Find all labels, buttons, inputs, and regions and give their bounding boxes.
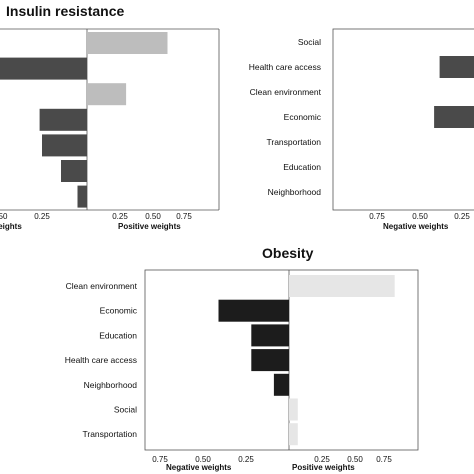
bar-health-care-access: [439, 56, 474, 78]
category-label-transportation: Transportation: [267, 137, 322, 147]
panel-frame: [144, 269, 419, 451]
category-label-social: Social: [114, 405, 137, 415]
tick-label-negative: 0.75: [369, 212, 385, 221]
bar-economic: [218, 299, 289, 322]
category-label-clean-environment: Clean environment: [250, 87, 322, 97]
bar-5: [42, 134, 87, 157]
bar-1: [87, 32, 168, 54]
bar-neighborhood: [273, 373, 289, 396]
bar-7: [77, 185, 87, 208]
category-label-neighborhood: Neighborhood: [84, 380, 138, 390]
tick-label-negative: 50: [0, 212, 8, 221]
tick-group: 0.75 0.50 0.25: [369, 212, 470, 221]
negative-axis-title: weights: [0, 222, 22, 231]
positive-axis-title: Positive weights: [118, 222, 181, 231]
tick-label-positive: 0.75: [376, 455, 392, 464]
bar-6: [61, 160, 87, 182]
panel-title-obesity: Obesity: [262, 245, 314, 261]
category-label-neighborhood: Neighborhood: [268, 187, 322, 197]
category-label-education: Education: [99, 330, 137, 340]
tick-label-positive: 0.50: [145, 212, 161, 221]
tick-group: 0.75 0.50 0.25 0.25 0.50 0.75: [152, 455, 392, 464]
bar-health-care-access: [251, 349, 289, 372]
tick-label-negative: 0.75: [152, 455, 168, 464]
panel-frame: [332, 28, 474, 211]
tick-label-negative: 0.50: [195, 455, 211, 464]
panel-2: 0.75 0.50 0.25 Negative weights Social Heal…: [249, 28, 474, 231]
negative-axis-title: Negative weights: [166, 463, 232, 472]
bar-transportation: [289, 423, 298, 446]
tick-label-negative: 0.50: [412, 212, 428, 221]
bar-education: [251, 324, 289, 347]
category-label-economic: Economic: [100, 306, 138, 316]
tick-label-negative: 0.25: [34, 212, 50, 221]
bar-economic: [434, 106, 474, 128]
category-label-transportation: Transportation: [83, 429, 138, 439]
category-label-health-care-access: Health care access: [65, 355, 137, 365]
category-label-economic: Economic: [284, 112, 322, 122]
category-label-education: Education: [283, 162, 321, 172]
bar-4: [39, 108, 87, 131]
tick-label-positive: 0.50: [347, 455, 363, 464]
category-label-social: Social: [298, 37, 321, 47]
tick-label-positive: 0.75: [176, 212, 192, 221]
negative-axis-title: Negative weights: [383, 222, 449, 231]
positive-axis-title: Positive weights: [292, 463, 355, 472]
tick-label-positive: 0.25: [112, 212, 128, 221]
panel-insulin-resistance: Insulin resistance 50 0.25 0.25 0.50 0.75 we…: [0, 3, 220, 231]
tick-label-negative: 0.25: [238, 455, 254, 464]
category-label-clean-environment: Clean environment: [66, 281, 138, 291]
tick-label-positive: 0.25: [314, 455, 330, 464]
bar-social: [289, 398, 298, 421]
panel-title-insulin-resistance: Insulin resistance: [6, 3, 124, 19]
tick-group: 50 0.25 0.25 0.50 0.75: [0, 212, 192, 221]
panel-obesity: Obesity 0.75 0.50 0.25 0.25 0.50 0.75 Negativ…: [65, 245, 419, 472]
bar-2: [0, 57, 88, 80]
category-label-health-care-access: Health care access: [249, 62, 321, 72]
tick-label-negative: 0.25: [454, 212, 470, 221]
bar-3: [87, 83, 127, 106]
bar-clean-environment: [289, 275, 395, 297]
